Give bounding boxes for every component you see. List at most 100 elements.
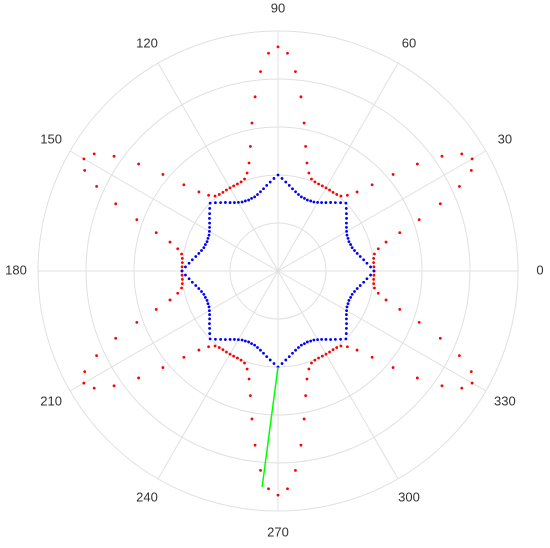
point (180, 269, 184, 273)
point (291, 187, 294, 191)
point (372, 265, 376, 269)
point (83, 370, 87, 374)
grid-spoke (277, 150, 487, 272)
point (280, 177, 284, 180)
point (217, 193, 221, 196)
point (365, 261, 369, 265)
point (347, 240, 351, 244)
theta-tick-label: 300 (398, 489, 420, 504)
point (345, 322, 348, 325)
point (328, 350, 331, 354)
point (114, 202, 118, 206)
point (247, 161, 251, 165)
point (236, 356, 239, 360)
point (355, 252, 359, 255)
point (316, 338, 319, 341)
point (180, 261, 184, 265)
point (345, 317, 348, 321)
point (299, 443, 303, 447)
point (369, 273, 372, 277)
point (208, 332, 212, 335)
point (208, 212, 212, 216)
point (176, 247, 180, 251)
point (345, 345, 349, 349)
point (344, 337, 348, 341)
point (284, 180, 288, 184)
point (286, 51, 289, 55)
point (391, 366, 395, 369)
point (329, 338, 332, 341)
point (228, 201, 232, 204)
point (304, 394, 308, 398)
point (247, 377, 251, 381)
point (316, 201, 319, 204)
point (415, 376, 419, 380)
point (333, 337, 337, 341)
point (398, 307, 402, 311)
point (213, 194, 217, 198)
point (112, 154, 116, 158)
point (297, 193, 300, 196)
point (372, 257, 376, 260)
point (256, 346, 259, 349)
point (284, 358, 288, 362)
point (197, 252, 201, 255)
theta-tick-label: 90 (271, 0, 285, 15)
point (469, 370, 473, 374)
point (310, 177, 313, 181)
point (415, 162, 419, 166)
point (358, 284, 362, 287)
point (417, 320, 421, 324)
point (112, 384, 116, 388)
point (276, 173, 280, 177)
point (137, 376, 141, 380)
point (221, 348, 225, 352)
point (83, 168, 87, 172)
point (302, 417, 306, 421)
point (355, 287, 359, 290)
point (320, 201, 323, 204)
point (259, 468, 262, 472)
point (346, 302, 350, 306)
point (208, 309, 211, 312)
point (180, 257, 184, 260)
point (280, 362, 284, 365)
point (187, 261, 191, 265)
point (194, 284, 198, 287)
point (438, 202, 442, 206)
point (219, 201, 223, 205)
point (208, 322, 211, 325)
point (239, 180, 243, 184)
theta-tick-label: 330 (494, 393, 516, 408)
point (256, 193, 259, 196)
point (228, 352, 232, 356)
point (294, 468, 297, 472)
point (245, 367, 249, 371)
point (339, 344, 343, 348)
point (344, 207, 348, 210)
theta-tick-label: 0 (536, 262, 543, 277)
point (208, 221, 211, 225)
point (237, 201, 240, 204)
point (92, 386, 96, 390)
theta-tick-label: 150 (40, 131, 62, 146)
point (339, 201, 342, 205)
point (161, 366, 165, 369)
point (370, 183, 374, 187)
point (262, 351, 265, 355)
point (286, 487, 289, 491)
point (182, 355, 186, 359)
point (267, 487, 270, 491)
point (372, 282, 376, 285)
point (259, 348, 262, 352)
point (299, 95, 303, 99)
point (309, 339, 313, 343)
point (184, 265, 187, 269)
point (190, 280, 194, 284)
point (203, 243, 207, 246)
point (373, 252, 376, 256)
point (305, 198, 309, 202)
point (370, 355, 374, 359)
point (287, 355, 291, 359)
grid-spoke (277, 270, 399, 480)
